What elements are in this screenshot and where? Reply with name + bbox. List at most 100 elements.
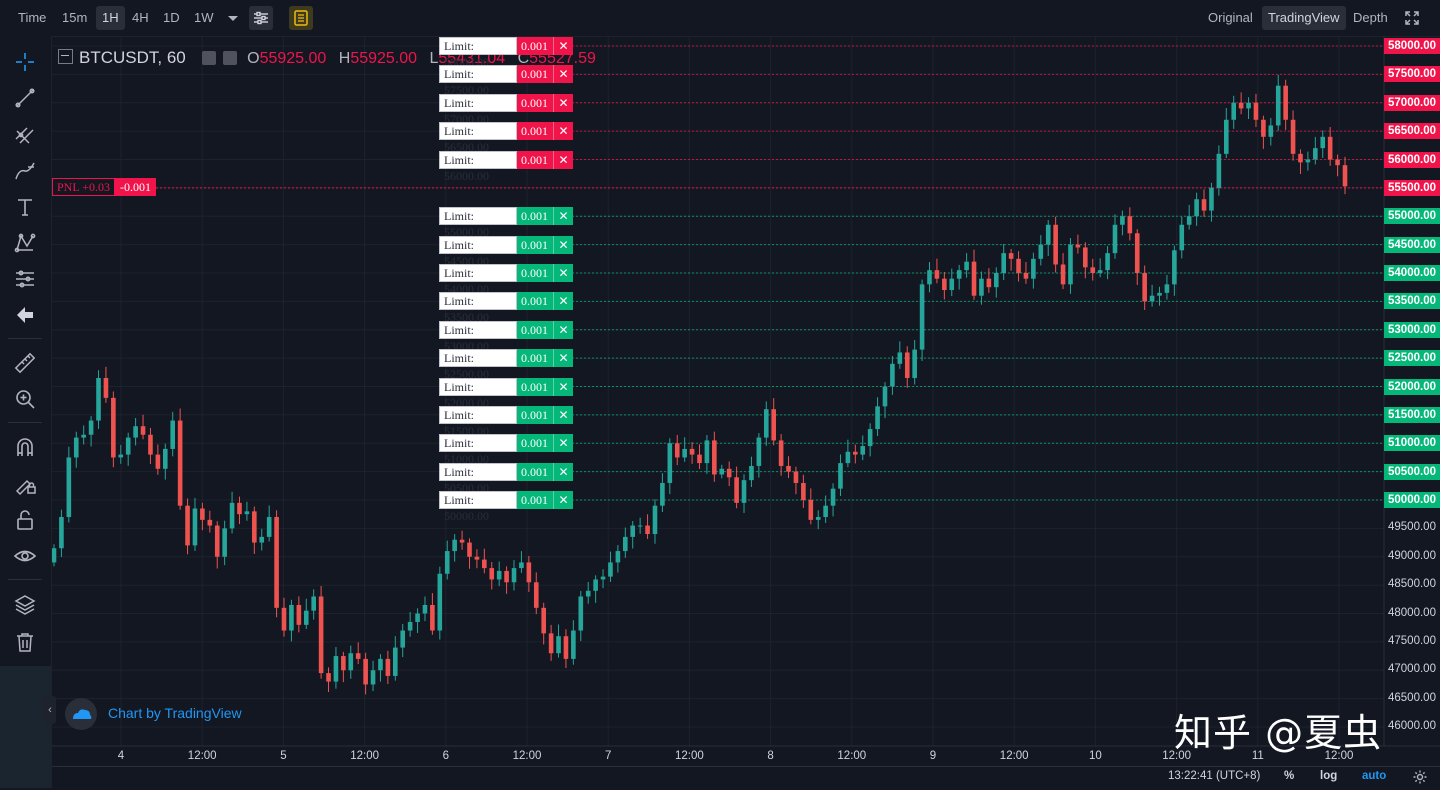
order-box[interactable]: Limit: 55000.00 0.001 ✕ [439,207,573,239]
cancel-order-close-icon[interactable]: ✕ [553,292,573,311]
view-depth-tab[interactable]: Depth [1353,10,1388,25]
cancel-order-close-icon[interactable]: ✕ [553,462,573,481]
order-qty[interactable]: 0.001 [517,434,553,453]
order-qty[interactable]: 0.001 [517,462,553,481]
crosshair-icon[interactable] [13,50,37,74]
cancel-order-close-icon[interactable]: ✕ [553,434,573,453]
prediction-tools-icon[interactable] [13,267,37,291]
order-label[interactable]: Limit: 50500.00 [439,462,517,495]
order-qty[interactable]: 0.001 [517,320,553,339]
cancel-order-close-icon[interactable]: ✕ [553,93,573,112]
order-label[interactable]: Limit: 54500.00 [439,235,517,268]
ruler-icon[interactable] [13,351,37,375]
cancel-order-close-icon[interactable]: ✕ [553,264,573,282]
order-qty[interactable]: 0.001 [517,377,553,396]
collapse-toolbar-chevron-icon[interactable]: ‹ [44,696,56,724]
object-tree-icon[interactable] [13,593,37,617]
order-box[interactable]: Limit: 50000.00 0.001 ✕ [439,491,573,523]
collapse-legend-icon[interactable] [58,49,73,64]
cancel-order-close-icon[interactable]: ✕ [553,235,573,254]
order-qty[interactable]: 0.001 [517,37,553,55]
cancel-order-close-icon[interactable]: ✕ [553,150,573,169]
lock-drawing-icon[interactable] [13,472,37,496]
order-box[interactable]: Limit: 53000.00 0.001 ✕ [439,320,573,353]
order-label[interactable]: Limit: 51500.00 [439,405,517,438]
interval-dropdown-chevron-icon[interactable] [221,6,245,30]
symbol-name[interactable]: BTCUSDT, 60 [79,48,186,67]
order-box[interactable]: Limit: 52500.00 0.001 ✕ [439,349,573,381]
order-label[interactable]: Limit: 52500.00 [439,349,517,381]
order-label[interactable]: Limit: 55000.00 [439,207,517,239]
trash-icon[interactable] [13,630,37,654]
log-scale-toggle[interactable]: log [1320,770,1338,782]
order-qty[interactable]: 0.001 [517,235,553,254]
magnet-icon[interactable] [13,436,37,460]
view-tradingview-tab[interactable]: TradingView [1262,6,1346,30]
order-box[interactable]: Limit: 51500.00 0.001 ✕ [439,405,573,438]
order-qty[interactable]: 0.001 [517,150,553,169]
gear-icon[interactable] [1412,769,1428,785]
interval-15m[interactable]: 15m [62,10,88,25]
order-box[interactable]: Limit: 51000.00 0.001 ✕ [439,434,573,466]
pattern-icon[interactable] [13,231,37,255]
interval-4h[interactable]: 4H [132,10,149,25]
brush-icon[interactable] [13,159,37,183]
order-qty[interactable]: 0.001 [517,491,553,509]
order-qty[interactable]: 0.001 [517,65,553,84]
eye-icon[interactable] [13,544,37,568]
interval-1d[interactable]: 1D [163,10,180,25]
back-arrow-icon[interactable] [13,303,37,327]
order-list-icon[interactable] [289,6,313,30]
fib-retracement-icon[interactable] [13,123,37,147]
unlock-icon[interactable] [13,508,37,532]
fullscreen-icon[interactable] [1400,6,1424,30]
order-box[interactable]: Limit: 53500.00 0.001 ✕ [439,292,573,324]
cancel-order-close-icon[interactable]: ✕ [553,491,573,509]
auto-scale-toggle[interactable]: auto [1362,770,1387,782]
order-label[interactable]: Limit: 56000.00 [439,150,517,183]
clock-time[interactable]: 13:22:41 (UTC+8) [1168,770,1261,782]
order-label[interactable]: Limit: 56500.00 [439,122,517,154]
order-label[interactable]: Limit: 58000.00 [439,37,517,69]
order-qty[interactable]: 0.001 [517,207,553,226]
trend-line-icon[interactable] [13,86,37,110]
percent-scale-toggle[interactable]: % [1284,770,1295,782]
order-qty[interactable]: 0.001 [517,93,553,112]
order-box[interactable]: Limit: 52000.00 0.001 ✕ [439,377,573,410]
order-box[interactable]: Limit: 54500.00 0.001 ✕ [439,235,573,268]
order-label[interactable]: Limit: 51000.00 [439,434,517,466]
interval-time[interactable]: Time [18,10,47,25]
order-box[interactable]: Limit: 58000.00 0.001 ✕ [439,37,573,69]
order-qty[interactable]: 0.001 [517,122,553,141]
cancel-order-close-icon[interactable]: ✕ [553,377,573,396]
order-label[interactable]: Limit: 52000.00 [439,377,517,410]
order-label[interactable]: Limit: 54000.00 [439,264,517,296]
order-box[interactable]: Limit: 57500.00 0.001 ✕ [439,65,573,97]
cancel-order-close-icon[interactable]: ✕ [553,349,573,368]
position-pnl-tag[interactable]: PNL +0.03 -0.001 [52,178,156,196]
interval-1h[interactable]: 1H [96,6,125,30]
order-qty[interactable]: 0.001 [517,292,553,311]
order-label[interactable]: Limit: 57500.00 [439,65,517,97]
zoom-in-icon[interactable] [13,387,37,411]
branding-text[interactable]: Chart by TradingView [108,705,242,721]
indicators-settings-icon[interactable] [249,6,273,30]
settings-icon[interactable] [202,51,217,65]
cancel-order-close-icon[interactable]: ✕ [553,122,573,141]
order-qty[interactable]: 0.001 [517,349,553,368]
order-box[interactable]: Limit: 56000.00 0.001 ✕ [439,150,573,183]
cancel-order-close-icon[interactable]: ✕ [553,405,573,424]
order-label[interactable]: Limit: 50000.00 [439,491,517,523]
order-label[interactable]: Limit: 57000.00 [439,93,517,126]
order-box[interactable]: Limit: 56500.00 0.001 ✕ [439,122,573,154]
candlestick-chart[interactable] [52,36,1440,766]
order-box[interactable]: Limit: 50500.00 0.001 ✕ [439,462,573,495]
cancel-order-close-icon[interactable]: ✕ [553,320,573,339]
cancel-order-close-icon[interactable]: ✕ [553,207,573,226]
order-box[interactable]: Limit: 57000.00 0.001 ✕ [439,93,573,126]
order-label[interactable]: Limit: 53000.00 [439,320,517,353]
order-qty[interactable]: 0.001 [517,264,553,282]
order-label[interactable]: Limit: 53500.00 [439,292,517,324]
interval-1w[interactable]: 1W [194,10,214,25]
order-box[interactable]: Limit: 54000.00 0.001 ✕ [439,264,573,296]
